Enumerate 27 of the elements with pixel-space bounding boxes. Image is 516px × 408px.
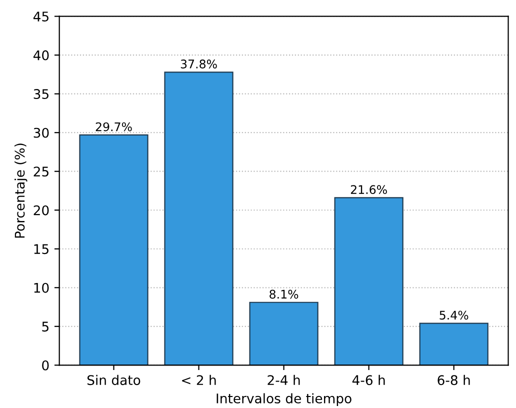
bar (79, 134, 148, 366)
x-tick-label: Sin dato (87, 374, 140, 386)
y-tick-label: 35 (34, 89, 48, 100)
x-axis-title: Intervalos de tiempo (216, 393, 352, 406)
x-tick-label: 4-6 h (352, 374, 385, 386)
data-label: 37.8% (180, 60, 217, 68)
bar (164, 72, 234, 366)
y-tick-label: 40 (33, 50, 49, 60)
y-tick-label: 10 (34, 282, 49, 293)
data-label: 21.6% (350, 185, 387, 194)
data-label: 8.1% (270, 290, 298, 299)
data-label: 5.4% (440, 310, 468, 320)
x-tick-label: < 2 h (182, 374, 216, 385)
y-tick-label: 25 (34, 166, 48, 177)
y-tick-label: 30 (34, 128, 49, 138)
y-tick-label: 15 (34, 244, 48, 254)
data-label: 29.7% (96, 122, 132, 132)
bar (419, 322, 488, 366)
y-axis-title: Porcentaje (%) (14, 144, 28, 238)
x-tick-label: 6-8 h (438, 374, 470, 386)
y-tick-label: 5 (42, 322, 48, 332)
y-tick-label: 45 (33, 12, 48, 22)
y-tick-label: 20 (34, 205, 49, 216)
y-tick-label: 0 (42, 360, 49, 370)
bar (334, 197, 404, 366)
bar (249, 302, 318, 366)
x-tick-label: 2-4 h (268, 374, 300, 385)
